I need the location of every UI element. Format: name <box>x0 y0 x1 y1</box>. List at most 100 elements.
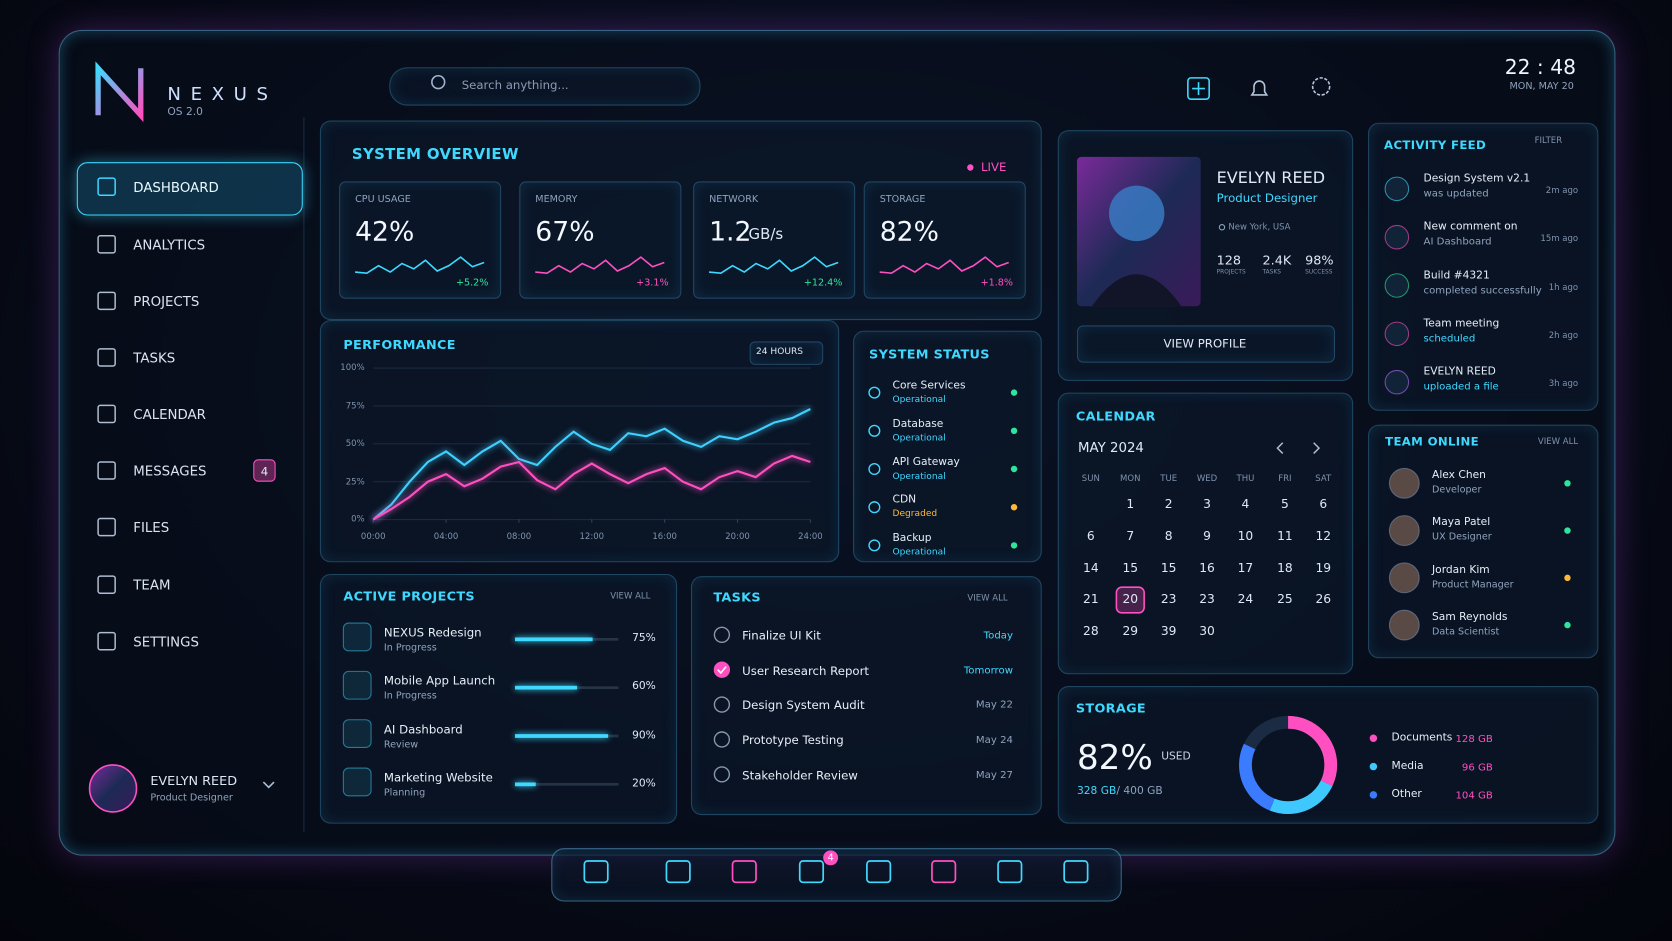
nav-item[interactable]: MESSAGES <box>133 462 207 479</box>
member-name: Maya Patel <box>1432 516 1491 529</box>
next-month[interactable] <box>1313 442 1321 454</box>
calendar-day[interactable]: 19 <box>1315 559 1332 575</box>
calendar-day[interactable]: 29 <box>1122 623 1139 639</box>
dock-icon[interactable] <box>798 860 825 884</box>
calendar-day[interactable]: 20 <box>1122 591 1139 607</box>
calendar-day[interactable]: 7 <box>1126 528 1135 544</box>
nav-item[interactable]: CALENDAR <box>133 406 206 423</box>
dock-icon[interactable] <box>866 860 892 884</box>
calendar-day[interactable]: 6 <box>1319 496 1328 512</box>
progress-bar <box>515 685 578 690</box>
nav-item[interactable]: ANALYTICS <box>133 236 206 253</box>
calendar-day[interactable]: 17 <box>1237 559 1254 575</box>
task-checkbox[interactable] <box>713 766 731 783</box>
calendar-day[interactable]: 9 <box>1203 528 1211 544</box>
calendar-day[interactable]: 30 <box>1199 623 1215 639</box>
calendar-day[interactable]: 14 <box>1083 559 1099 575</box>
task-checkbox[interactable] <box>713 626 731 643</box>
nav-item[interactable]: TEAM <box>133 576 171 593</box>
nav-item[interactable]: DASHBOARD <box>133 178 219 195</box>
nav-item[interactable]: SETTINGS <box>133 633 199 650</box>
calendar-day[interactable]: 39 <box>1160 623 1177 639</box>
search-bar[interactable] <box>389 67 701 106</box>
range-dropdown[interactable] <box>749 341 824 365</box>
member-avatar <box>1388 562 1420 594</box>
calendar-day[interactable]: 16 <box>1199 559 1215 575</box>
prev-month[interactable] <box>1276 442 1284 454</box>
calendar-day[interactable]: 15 <box>1122 559 1139 575</box>
dock-icon[interactable] <box>731 860 757 884</box>
profile-button-label[interactable]: VIEW PROFILE <box>1163 336 1247 351</box>
dock-badge: 4 <box>827 852 834 864</box>
nav-item[interactable]: TASKS <box>133 349 176 366</box>
nav-icon[interactable] <box>97 404 116 424</box>
dock-icon[interactable] <box>997 860 1023 884</box>
nav-icon[interactable] <box>97 348 116 367</box>
dock-icon[interactable] <box>583 860 609 884</box>
task-checkbox[interactable] <box>713 696 731 713</box>
legend-dot <box>1369 734 1378 743</box>
dock-icon[interactable] <box>665 860 691 884</box>
settings-icon[interactable] <box>1311 77 1331 96</box>
calendar-day[interactable]: 21 <box>1083 591 1099 607</box>
x-tick-label: 16:00 <box>652 531 677 541</box>
nav-icon[interactable] <box>97 575 116 594</box>
calendar-day[interactable]: 6 <box>1086 528 1095 544</box>
dock-icon[interactable] <box>931 860 957 884</box>
calendar-day[interactable]: 10 <box>1237 528 1254 544</box>
service-state: Degraded <box>892 509 938 520</box>
service-state: Operational <box>892 470 946 482</box>
calendar-day[interactable]: 1 <box>1126 496 1135 512</box>
nav-item[interactable]: FILES <box>133 519 170 536</box>
calendar-day[interactable]: 18 <box>1277 559 1293 575</box>
calendar-day[interactable]: 4 <box>1241 496 1250 512</box>
calendar-day[interactable]: 23 <box>1199 591 1215 607</box>
calendar-day[interactable]: 28 <box>1083 623 1099 639</box>
nav-icon[interactable] <box>97 461 116 480</box>
view-all[interactable]: VIEW ALL <box>1537 436 1579 446</box>
view-all[interactable]: VIEW ALL <box>610 591 651 601</box>
progress-label: 90% <box>632 729 656 742</box>
activity-title: Build #4321 <box>1423 269 1490 282</box>
metric-value: 82% <box>879 216 939 247</box>
project-status: In Progress <box>383 642 437 654</box>
search-placeholder[interactable]: Search anything... <box>461 78 569 93</box>
calendar-day[interactable]: 8 <box>1164 528 1173 544</box>
status-icon <box>868 501 881 514</box>
nav-icon[interactable] <box>97 517 116 537</box>
bell-icon[interactable] <box>1250 80 1269 96</box>
calendar-day[interactable]: 12 <box>1315 528 1332 544</box>
calendar-day[interactable]: 5 <box>1280 496 1289 512</box>
panel-title: SYSTEM OVERVIEW <box>351 146 519 164</box>
user-menu-chevron[interactable] <box>262 781 275 789</box>
calendar-day[interactable]: 2 <box>1164 496 1173 512</box>
task-checkbox[interactable] <box>713 661 731 678</box>
metric-value: 67% <box>535 216 595 247</box>
progress-label: 20% <box>632 777 656 790</box>
profile-button[interactable] <box>1076 325 1336 363</box>
calendar-day[interactable]: 23 <box>1160 591 1177 607</box>
activity-panel <box>1368 122 1599 411</box>
task-checkbox[interactable] <box>713 731 731 748</box>
metric-value: 42% <box>355 216 415 247</box>
calendar-day[interactable]: 3 <box>1203 496 1211 512</box>
view-all[interactable]: VIEW ALL <box>967 593 1008 603</box>
calendar-day[interactable]: 15 <box>1160 559 1177 575</box>
calendar-day[interactable]: 11 <box>1277 528 1293 544</box>
calendar-day[interactable]: 24 <box>1237 591 1254 607</box>
calendar-day[interactable]: 26 <box>1315 591 1332 607</box>
nav-icon[interactable] <box>97 631 116 651</box>
dock-icon[interactable] <box>1063 860 1089 884</box>
nav-icon[interactable] <box>97 235 116 254</box>
activity-time: 2m ago <box>1545 185 1579 196</box>
metric-change: +1.8% <box>980 277 1013 289</box>
nav-icon[interactable] <box>97 291 116 311</box>
metric-value: 1.2 <box>709 216 752 247</box>
nav-icon[interactable] <box>97 177 116 196</box>
calendar-day[interactable]: 25 <box>1277 591 1293 607</box>
filter[interactable]: FILTER <box>1534 135 1563 146</box>
add-icon[interactable] <box>1187 77 1210 101</box>
nav-item[interactable]: PROJECTS <box>133 293 200 310</box>
range-label[interactable]: 24 HOURS <box>756 346 804 358</box>
stat-value: 2.4K <box>1262 252 1292 268</box>
